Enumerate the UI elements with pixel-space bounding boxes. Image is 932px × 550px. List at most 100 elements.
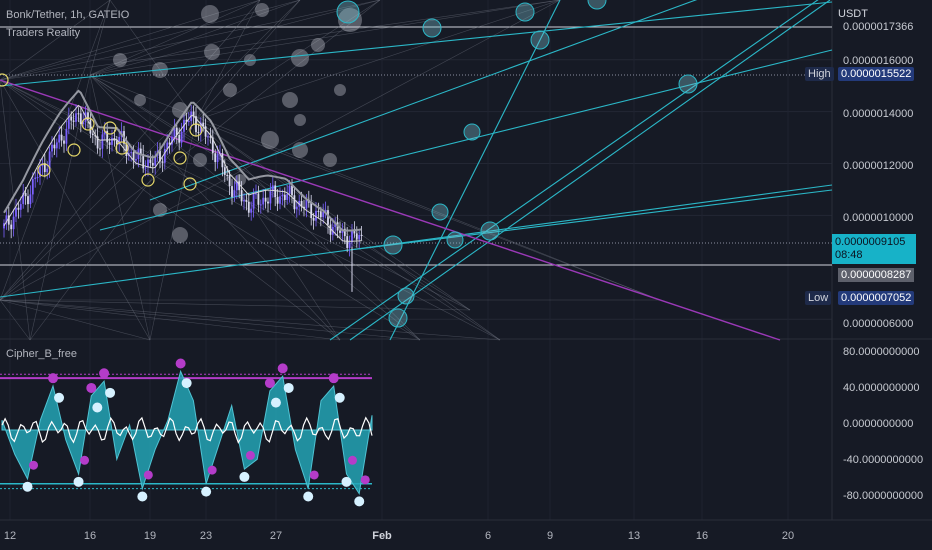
candle-body: [125, 143, 128, 156]
candle-body: [187, 121, 190, 123]
cyan-circle: [515, 2, 535, 22]
pivot-ring: [115, 141, 129, 155]
cyan-circle: [388, 308, 408, 328]
oscillator-title[interactable]: Cipher_B_free: [6, 348, 77, 360]
candle-body: [305, 199, 308, 209]
candle-body: [355, 233, 358, 240]
sell-dot: [328, 373, 339, 384]
candle-body: [199, 122, 202, 133]
candle-body: [108, 142, 111, 145]
trendlines: [0, 0, 833, 341]
cyan-circle: [383, 235, 403, 255]
osc-tick: 40.0000000000: [843, 382, 920, 394]
price-tick: 0.0000010000: [843, 212, 914, 224]
high-value: 0.0000015522: [838, 67, 915, 81]
candle-body: [99, 148, 101, 150]
cyan-trendline: [0, 1, 833, 87]
candle-body: [43, 163, 46, 173]
indicator-title[interactable]: Traders Reality: [6, 27, 81, 39]
candle-body: [168, 142, 171, 145]
candle-body: [252, 193, 255, 209]
candle-body: [115, 140, 118, 145]
fan-line: [195, 0, 561, 121]
fan-line: [195, 119, 471, 311]
fan-line: [0, 79, 421, 341]
purple-dot: [360, 475, 370, 485]
fan-line: [89, 74, 341, 341]
fan-line: [0, 0, 301, 81]
cyan-circle: [530, 30, 550, 50]
pivot-ring: [37, 163, 51, 177]
x-tick: 6: [484, 530, 492, 542]
cyan-circle: [587, 0, 607, 10]
x-tick: 23: [199, 530, 213, 542]
candle-body: [111, 138, 113, 145]
candle-body: [202, 122, 205, 127]
last-price-value: 0.0000009105: [835, 236, 906, 248]
candle-body: [166, 142, 169, 149]
candle-body: [329, 224, 332, 235]
candle-body: [257, 193, 260, 205]
currency-unit[interactable]: USDT: [838, 8, 868, 20]
sell-dot: [99, 368, 110, 379]
cyan-circle: [678, 74, 698, 94]
candle-body: [175, 127, 178, 136]
candle-body: [139, 148, 142, 155]
chart-grid: [0, 0, 932, 521]
fan-line: [195, 119, 421, 341]
purple-dot: [207, 465, 217, 475]
high-label: High: [805, 67, 834, 81]
candle-body: [19, 204, 22, 210]
light-dot: [283, 382, 294, 393]
cyan-trendline: [389, 0, 561, 341]
pivot-ring: [173, 151, 187, 165]
low-label: Low: [805, 291, 832, 305]
candle-body: [293, 195, 296, 210]
cyan-circle: [397, 287, 415, 305]
fan-line: [0, 299, 341, 341]
candle-body: [51, 144, 53, 152]
fan-line: [0, 299, 501, 341]
candle-body: [178, 135, 181, 143]
candle-body: [77, 113, 80, 115]
buy-dot: [239, 471, 250, 482]
gray-bubble: [282, 92, 298, 108]
fan-line: [0, 0, 381, 301]
fan-line: [89, 0, 561, 76]
fan-line: [195, 0, 261, 121]
candle-body: [89, 119, 92, 134]
cyan-trendline: [349, 189, 833, 251]
fan-line: [149, 119, 197, 341]
ma-fast: [3, 104, 362, 242]
chart-symbol-title[interactable]: Bonk/Tether, 1h, GATEIO: [6, 9, 130, 21]
candle-body: [238, 181, 241, 191]
fan-line: [89, 0, 301, 76]
fan-line: [0, 79, 151, 341]
candle-body: [286, 193, 289, 200]
candle-body: [147, 159, 149, 168]
candle-body: [163, 148, 166, 163]
purple-dot: [245, 450, 255, 460]
cyan-circle: [463, 123, 481, 141]
gray-bubble: [334, 84, 346, 96]
candle-body: [7, 215, 10, 225]
fan-line: [0, 79, 341, 341]
candle-body: [269, 191, 272, 204]
cyan-trendline: [349, 0, 831, 341]
sell-dot: [48, 373, 59, 384]
purple-dot: [309, 470, 319, 480]
candle-body: [250, 208, 253, 213]
buy-dot: [137, 491, 148, 502]
candle-body: [12, 216, 15, 230]
candle-body: [221, 153, 224, 168]
pivot-markers: [0, 73, 370, 507]
candle-body: [5, 215, 8, 224]
fan-line: [89, 74, 421, 341]
x-tick: 13: [627, 530, 641, 542]
candle-body: [312, 217, 315, 221]
price-tick: 0.0000006000: [843, 318, 914, 330]
light-dot: [105, 387, 116, 398]
candle-body: [327, 210, 329, 225]
candle-body: [27, 196, 29, 205]
candle-body: [149, 159, 152, 163]
